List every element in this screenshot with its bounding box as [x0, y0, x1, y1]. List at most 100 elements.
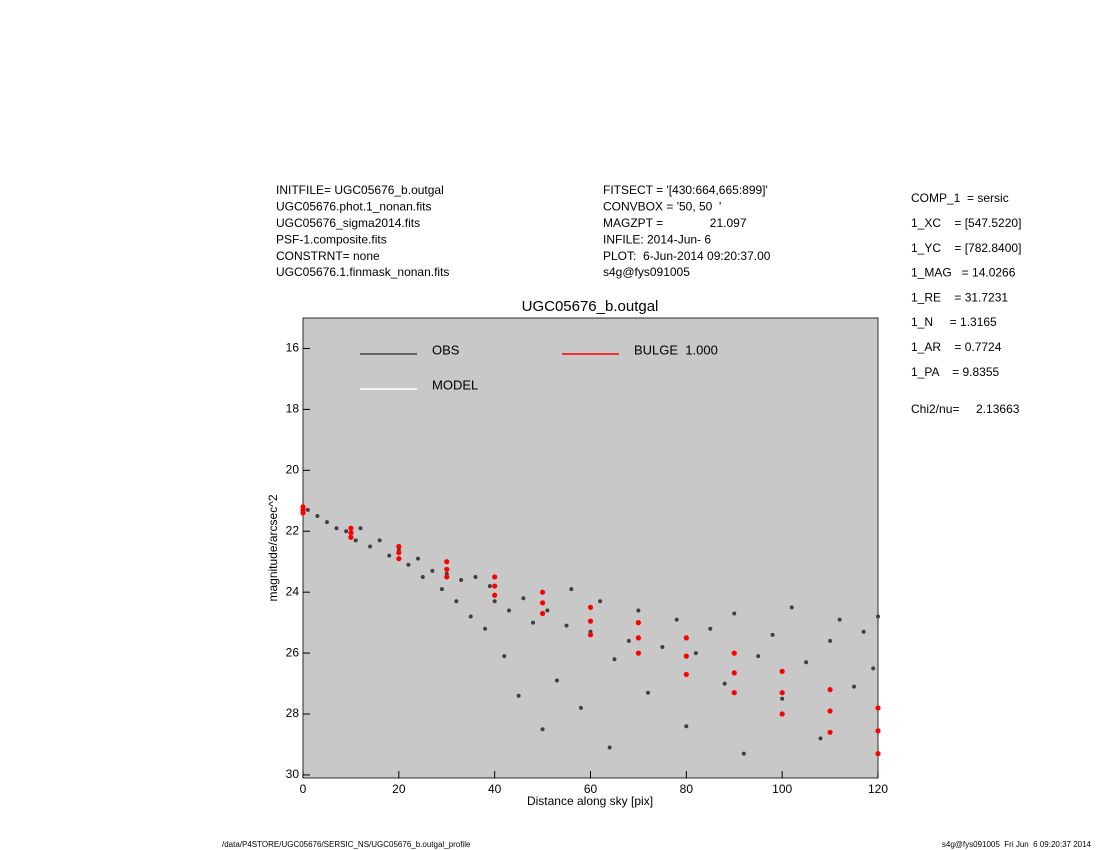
- data-point: [684, 724, 689, 729]
- data-point: [430, 568, 435, 573]
- data-point: [660, 645, 665, 650]
- y-tick-label: 26: [286, 645, 300, 659]
- info-line: PSF-1.composite.fits: [276, 232, 387, 246]
- chi-square: Chi2/nu= 2.13663: [911, 402, 1020, 416]
- data-point: [612, 657, 617, 662]
- legend-label: BULGE 1.000: [634, 342, 718, 357]
- param-line: 1_N = 1.3165: [911, 315, 997, 329]
- data-point: [315, 514, 320, 519]
- x-tick-label: 40: [488, 782, 502, 796]
- data-point: [554, 678, 559, 683]
- data-point: [683, 671, 689, 678]
- data-point: [646, 690, 650, 695]
- info-line: UGC05676_sigma2014.fits: [276, 216, 420, 230]
- data-point: [459, 577, 464, 582]
- legend-label: MODEL: [432, 377, 478, 392]
- data-point: [837, 617, 842, 622]
- data-point: [444, 574, 450, 580]
- info-line: INITFILE= UGC05676_b.outgal: [276, 183, 444, 197]
- data-point: [416, 556, 420, 561]
- param-line: 1_AR = 0.7724: [911, 340, 1002, 354]
- data-point: [756, 654, 761, 659]
- data-point: [564, 623, 569, 628]
- data-point: [492, 574, 498, 580]
- param-line: 1_RE = 31.7231: [911, 290, 1008, 304]
- data-point: [578, 705, 583, 710]
- data-point: [444, 559, 450, 565]
- data-point: [344, 529, 349, 534]
- data-point: [626, 638, 631, 643]
- x-tick-label: 60: [584, 782, 598, 796]
- y-tick-label: 24: [286, 584, 300, 598]
- data-point: [598, 599, 603, 604]
- data-point: [708, 626, 713, 631]
- x-tick-label: 120: [868, 782, 888, 796]
- param-line: 1_XC = [547.5220]: [911, 216, 1021, 230]
- x-tick-label: 100: [772, 782, 792, 796]
- footer-path: /data/P4STORE/UGC05676/SERSIC_NS/UGC0567…: [222, 840, 471, 849]
- legend-label: OBS: [432, 342, 460, 357]
- info-line: MAGZPT = 21.097: [603, 216, 747, 230]
- data-point: [353, 538, 358, 543]
- data-point: [348, 530, 354, 536]
- info-line: CONVBOX = '50, 50 ': [603, 200, 721, 214]
- data-point: [875, 728, 881, 734]
- data-point: [396, 549, 402, 556]
- data-point: [875, 751, 881, 757]
- data-point: [396, 556, 402, 562]
- data-point: [607, 745, 612, 750]
- data-point: [468, 614, 473, 619]
- data-point: [377, 538, 382, 543]
- y-tick-label: 16: [286, 341, 300, 355]
- data-point: [444, 566, 450, 572]
- data-point: [635, 620, 642, 626]
- data-point: [300, 510, 306, 516]
- data-point: [348, 534, 354, 540]
- data-point: [779, 711, 785, 717]
- data-point: [804, 660, 809, 665]
- data-point: [876, 614, 880, 619]
- data-point: [741, 751, 746, 756]
- info-line: INFILE: 2014-Jun- 6: [603, 232, 711, 246]
- data-point: [722, 681, 727, 686]
- data-point: [406, 562, 411, 567]
- data-point: [305, 507, 310, 512]
- data-point: [636, 608, 641, 613]
- data-point: [492, 592, 498, 598]
- data-point: [531, 620, 535, 625]
- data-point: [674, 617, 679, 622]
- data-point: [368, 544, 373, 549]
- data-point: [731, 670, 737, 676]
- param-line: COMP_1 = sersic: [911, 191, 1009, 205]
- data-point: [732, 611, 737, 616]
- data-point: [387, 553, 392, 558]
- data-point: [827, 708, 833, 714]
- y-axis-label: magnitude/arcsec^2: [266, 494, 280, 601]
- data-point: [693, 651, 698, 656]
- data-point: [871, 666, 876, 671]
- x-tick-label: 0: [300, 782, 307, 796]
- x-axis-label: Distance along sky [pix]: [527, 794, 653, 808]
- data-point: [587, 632, 594, 638]
- data-point: [545, 608, 550, 613]
- data-point: [521, 596, 526, 601]
- data-point: [516, 693, 521, 698]
- info-line: FITSECT = '[430:664,665:899]': [603, 183, 768, 197]
- data-point: [539, 589, 546, 595]
- x-tick-label: 80: [680, 782, 694, 796]
- data-point: [683, 653, 689, 659]
- info-line: CONSTRNT= none: [276, 249, 380, 263]
- data-point: [473, 574, 478, 579]
- data-point: [358, 526, 363, 531]
- data-point: [439, 587, 444, 592]
- param-line: 1_YC = [782.8400]: [911, 241, 1021, 255]
- info-line: s4g@fys091005: [603, 265, 690, 279]
- x-tick-label: 20: [392, 782, 406, 796]
- data-point: [828, 638, 833, 643]
- param-line: 1_MAG = 14.0266: [911, 266, 1016, 280]
- data-point: [818, 736, 823, 741]
- data-point: [852, 684, 857, 689]
- data-point: [396, 543, 402, 550]
- data-point: [492, 599, 497, 604]
- data-point: [779, 690, 785, 696]
